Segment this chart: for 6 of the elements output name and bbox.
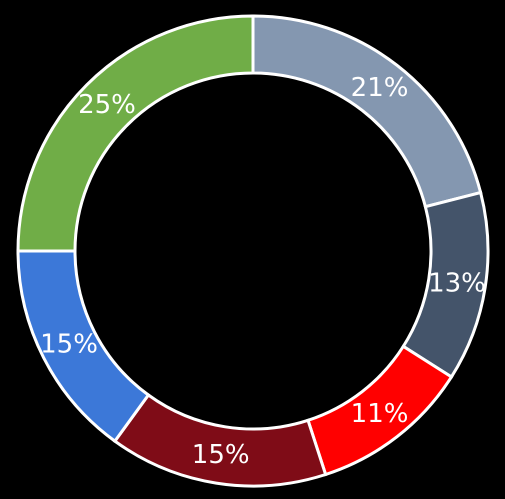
data-label: 15% [192,440,250,470]
data-label: 15% [40,330,98,360]
data-label: 11% [350,399,408,430]
data-label: 25% [78,90,136,120]
data-label: 13% [428,268,486,298]
data-label: 21% [350,72,408,103]
